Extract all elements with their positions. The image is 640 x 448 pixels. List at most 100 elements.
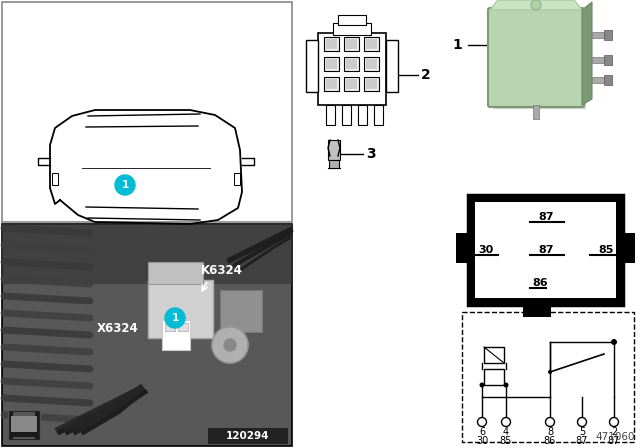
Bar: [462, 312, 634, 442]
Polygon shape: [582, 2, 592, 105]
Text: 30: 30: [478, 245, 493, 255]
Bar: [494, 14, 586, 109]
Bar: [13, 412, 35, 416]
Bar: [326, 79, 337, 89]
Bar: [533, 105, 539, 119]
Text: 87: 87: [608, 436, 620, 446]
Circle shape: [115, 175, 135, 195]
Text: 1: 1: [452, 38, 462, 52]
Circle shape: [577, 418, 586, 426]
Text: 30: 30: [476, 436, 488, 446]
Circle shape: [165, 308, 185, 328]
Bar: [13, 437, 35, 439]
Bar: [484, 369, 504, 385]
Text: 6: 6: [479, 427, 485, 437]
Bar: [484, 347, 504, 363]
Bar: [324, 77, 339, 91]
Bar: [306, 40, 318, 92]
Bar: [604, 30, 612, 40]
Bar: [148, 280, 213, 338]
Bar: [386, 40, 398, 92]
Bar: [52, 173, 58, 185]
Bar: [523, 303, 551, 317]
Text: 4: 4: [503, 427, 509, 437]
Text: 87: 87: [538, 212, 554, 222]
Bar: [346, 79, 357, 89]
Bar: [329, 160, 339, 168]
Bar: [2, 224, 292, 284]
Bar: [148, 262, 203, 284]
Text: 2: 2: [421, 68, 431, 82]
Bar: [342, 105, 351, 125]
Text: 120294: 120294: [227, 431, 269, 441]
Bar: [364, 57, 379, 71]
Bar: [208, 428, 288, 444]
Bar: [344, 77, 359, 91]
Bar: [592, 32, 610, 38]
Text: 86: 86: [544, 436, 556, 446]
Bar: [456, 233, 470, 263]
Bar: [165, 323, 175, 331]
Bar: [318, 33, 386, 105]
Bar: [326, 39, 337, 49]
Bar: [344, 37, 359, 51]
Bar: [11, 416, 37, 432]
Bar: [364, 77, 379, 91]
Text: 87: 87: [576, 436, 588, 446]
Circle shape: [531, 0, 541, 10]
Bar: [324, 37, 339, 51]
Circle shape: [477, 418, 486, 426]
Circle shape: [504, 383, 509, 388]
Bar: [178, 323, 188, 331]
Bar: [604, 75, 612, 85]
Text: 471060: 471060: [595, 432, 635, 442]
Text: 85: 85: [598, 245, 614, 255]
Bar: [468, 195, 623, 305]
Bar: [344, 57, 359, 71]
Text: 1: 1: [172, 313, 179, 323]
Bar: [333, 23, 371, 35]
Circle shape: [611, 339, 617, 345]
Text: 3: 3: [366, 147, 376, 161]
Polygon shape: [212, 327, 248, 363]
Bar: [621, 233, 635, 263]
Text: K6324: K6324: [201, 263, 243, 276]
Text: 1: 1: [122, 180, 129, 190]
Text: 85: 85: [500, 436, 512, 446]
Bar: [326, 105, 335, 125]
Bar: [162, 320, 190, 350]
Bar: [366, 79, 377, 89]
Bar: [475, 202, 616, 298]
Circle shape: [609, 418, 618, 426]
Bar: [346, 39, 357, 49]
Bar: [592, 77, 610, 83]
Bar: [592, 57, 610, 63]
Text: 2: 2: [611, 427, 617, 437]
Text: 86: 86: [532, 278, 548, 288]
Bar: [366, 59, 377, 69]
Text: 5: 5: [579, 427, 585, 437]
Text: 8: 8: [547, 427, 553, 437]
Bar: [234, 173, 240, 185]
Bar: [8, 410, 40, 440]
Bar: [2, 224, 292, 446]
Circle shape: [548, 370, 552, 374]
Bar: [604, 55, 612, 65]
Bar: [366, 39, 377, 49]
Bar: [346, 59, 357, 69]
Text: 87: 87: [538, 245, 554, 255]
Polygon shape: [224, 339, 236, 351]
Text: X6324: X6324: [97, 322, 139, 335]
Circle shape: [545, 418, 554, 426]
FancyBboxPatch shape: [488, 8, 584, 107]
Bar: [324, 57, 339, 71]
Circle shape: [502, 418, 511, 426]
Bar: [328, 140, 340, 160]
Bar: [358, 105, 367, 125]
Bar: [2, 2, 292, 222]
Bar: [364, 37, 379, 51]
Bar: [326, 59, 337, 69]
Bar: [374, 105, 383, 125]
Polygon shape: [490, 0, 582, 10]
Circle shape: [479, 383, 484, 388]
